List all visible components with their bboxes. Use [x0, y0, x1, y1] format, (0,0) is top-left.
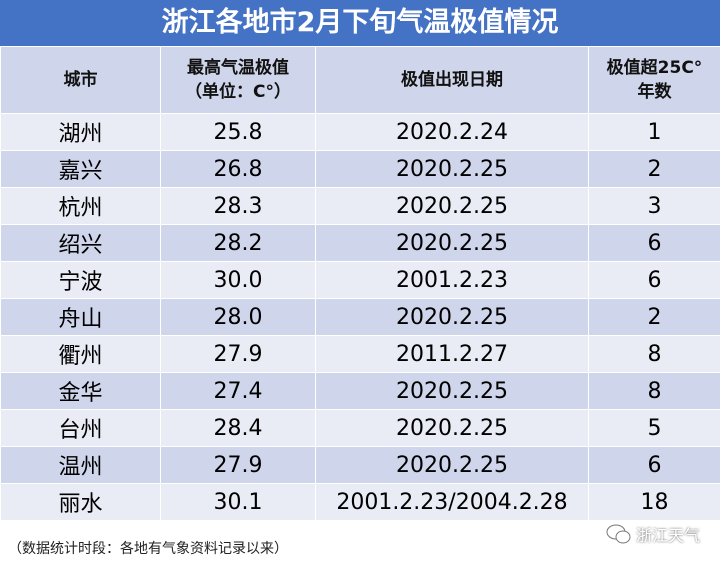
table-cell: 8	[588, 335, 720, 373]
table-cell: 2020.2.25	[315, 150, 589, 188]
table-cell: 25.8	[160, 113, 316, 151]
table-row: 丽水 30.1 2001.2.23/2004.2.28 18	[0, 483, 720, 521]
table-cell: 18	[588, 483, 720, 521]
table-cell: 30.1	[160, 483, 316, 521]
table-cell: 2020.2.25	[315, 446, 589, 484]
table-cell: 2	[588, 150, 720, 188]
table-cell: 2020.2.25	[315, 224, 589, 262]
table-cell: 2011.2.27	[315, 335, 589, 373]
table-cell: 嘉兴	[0, 150, 161, 188]
table-row: 衢州 27.9 2011.2.27 8	[0, 335, 720, 373]
title: 浙江各地市2月下旬气温极值情况	[0, 0, 720, 46]
table-cell: 金华	[0, 372, 161, 410]
table-cell: 衢州	[0, 335, 161, 373]
table-cell: 28.4	[160, 409, 316, 447]
table-cell: 27.9	[160, 446, 316, 484]
table-cell: 丽水	[0, 483, 161, 521]
table-row: 湖州 25.8 2020.2.24 1	[0, 113, 720, 151]
table-row: 嘉兴 26.8 2020.2.25 2	[0, 150, 720, 188]
table-cell: 杭州	[0, 187, 161, 225]
table-row: 绍兴 28.2 2020.2.25 6	[0, 224, 720, 262]
table-cell: 8	[588, 372, 720, 410]
table-row: 金华 27.4 2020.2.25 8	[0, 372, 720, 410]
table-cell: 温州	[0, 446, 161, 484]
table-cell: 27.4	[160, 372, 316, 410]
table-cell: 2020.2.25	[315, 187, 589, 225]
table-cell: 2020.2.25	[315, 409, 589, 447]
column-header: 极值出现日期	[315, 46, 589, 114]
column-header: 最高气温极值 （单位：C°）	[160, 46, 316, 114]
table-cell: 3	[588, 187, 720, 225]
table-cell: 2001.2.23	[315, 261, 589, 299]
table-cell: 2	[588, 298, 720, 336]
wechat-icon	[606, 524, 631, 544]
watermark: 浙江天气	[606, 522, 700, 546]
table-cell: 27.9	[160, 335, 316, 373]
table-cell: 6	[588, 224, 720, 262]
table-cell: 舟山	[0, 298, 161, 336]
table-cell: 2020.2.25	[315, 372, 589, 410]
table-cell: 1	[588, 113, 720, 151]
table-row: 温州 27.9 2020.2.25 6	[0, 446, 720, 484]
table-cell: 湖州	[0, 113, 161, 151]
footnote: （数据统计时段：各地有气象资料记录以来）	[8, 541, 288, 557]
table-cell: 宁波	[0, 261, 161, 299]
table-row: 台州 28.4 2020.2.25 5	[0, 409, 720, 447]
table-cell: 30.0	[160, 261, 316, 299]
table-cell: 26.8	[160, 150, 316, 188]
table-cell: 6	[588, 446, 720, 484]
header-row: 城市 最高气温极值 （单位：C°） 极值出现日期 极值超25C° 年数	[0, 46, 720, 114]
table-cell: 2020.2.24	[315, 113, 589, 151]
table-row: 宁波 30.0 2001.2.23 6	[0, 261, 720, 299]
table-cell: 28.0	[160, 298, 316, 336]
column-header: 极值超25C° 年数	[588, 46, 720, 114]
table-row: 杭州 28.3 2020.2.25 3	[0, 187, 720, 225]
table-cell: 2001.2.23/2004.2.28	[315, 483, 589, 521]
table-cell: 5	[588, 409, 720, 447]
table: 城市 最高气温极值 （单位：C°） 极值出现日期 极值超25C° 年数 湖州 25.8 2…	[0, 46, 720, 521]
table-cell: 2020.2.25	[315, 298, 589, 336]
table-cell: 6	[588, 261, 720, 299]
table-cell: 28.3	[160, 187, 316, 225]
table-row: 舟山 28.0 2020.2.25 2	[0, 298, 720, 336]
table-cell: 28.2	[160, 224, 316, 262]
table-body: 湖州 25.8 2020.2.24 1 嘉兴 26.8 2020.2.25 2 杭州 28.3 20…	[0, 113, 720, 521]
column-header: 城市	[0, 46, 161, 114]
table-cell: 绍兴	[0, 224, 161, 262]
watermark-text: 浙江天气	[635, 526, 700, 545]
table-cell: 台州	[0, 409, 161, 447]
